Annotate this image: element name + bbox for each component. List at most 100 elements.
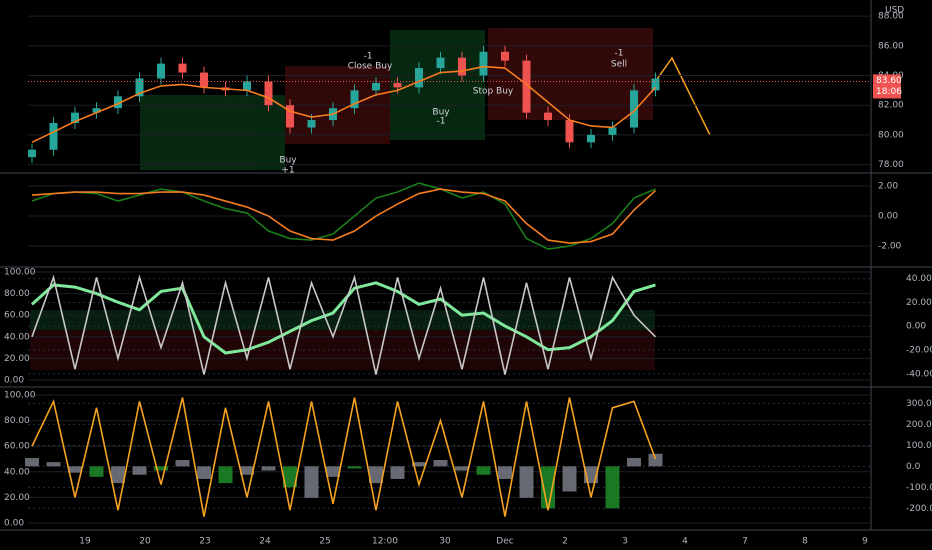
y2-tick-label: -100.0 xyxy=(906,483,932,493)
candle-body xyxy=(544,112,552,121)
candle-body xyxy=(71,112,79,124)
y2-tick-label: -200.0 xyxy=(906,504,932,514)
x-tick-label: 25 xyxy=(319,537,330,547)
annotation: Buy xyxy=(279,156,297,166)
cloud xyxy=(488,28,653,120)
candle-body xyxy=(458,57,466,76)
x-tick-label: 2 xyxy=(562,537,568,547)
x-tick-label: 3 xyxy=(622,537,628,547)
x-tick-label: 24 xyxy=(259,537,271,547)
candle-body xyxy=(49,123,58,150)
series-line xyxy=(31,274,657,375)
annotation: -1 xyxy=(364,52,373,62)
histogram-bar xyxy=(25,457,39,467)
series-line xyxy=(31,65,657,144)
x-tick-label: 19 xyxy=(79,537,91,547)
histogram-bar xyxy=(519,466,534,498)
y-tick-label: 80.00 xyxy=(878,130,904,140)
histogram-bar xyxy=(455,466,469,471)
histogram-bar xyxy=(369,466,383,484)
candle-body xyxy=(157,63,165,79)
annotation: Buy xyxy=(432,108,450,118)
y-tick-label: 60.00 xyxy=(4,311,30,321)
cloud xyxy=(140,95,285,170)
x-tick-label: 9 xyxy=(862,537,868,547)
candle-body xyxy=(630,90,638,128)
y-tick-label: 86.00 xyxy=(878,41,904,51)
y2-tick-label: 20.00 xyxy=(906,298,932,308)
x-tick-label: 30 xyxy=(439,537,451,547)
y2-tick-label: 0.00 xyxy=(906,322,926,332)
histogram-bar xyxy=(89,466,104,477)
candle-body xyxy=(264,81,273,106)
y-tick-label: 0.00 xyxy=(878,212,898,222)
candle-body xyxy=(350,90,359,109)
y-tick-label: 82.00 xyxy=(878,101,904,111)
price-tag-label: 83.60 xyxy=(876,76,902,86)
candle-body xyxy=(114,96,122,109)
candle-body xyxy=(565,120,574,143)
currency: USD xyxy=(885,6,904,16)
candle-body xyxy=(522,60,531,113)
x-tick-label: 4 xyxy=(682,537,688,547)
y-tick-label: 100.00 xyxy=(4,268,36,278)
histogram-bar xyxy=(390,466,405,479)
histogram-bar xyxy=(218,466,233,484)
annotation: Close Buy xyxy=(348,62,393,72)
candle-body xyxy=(393,82,402,88)
candle-body xyxy=(178,63,187,73)
histogram-bar xyxy=(476,466,491,475)
x-tick-label: 20 xyxy=(139,537,151,547)
annotation: Sell xyxy=(611,60,627,70)
y-tick-label: 78.00 xyxy=(878,160,904,170)
y-tick-label: 100.00 xyxy=(4,391,36,401)
candle-body xyxy=(587,134,595,143)
series-line xyxy=(31,188,657,244)
series-line xyxy=(31,397,657,517)
histogram-bar xyxy=(175,460,190,467)
y-tick-label: -2.00 xyxy=(878,242,902,252)
y2-tick-label: 100.0 xyxy=(906,441,932,451)
histogram-bar xyxy=(111,466,125,484)
candle-body xyxy=(608,127,617,135)
y-tick-label: 80.00 xyxy=(4,416,30,426)
candle-body xyxy=(651,78,660,91)
x-tick-label: 7 xyxy=(742,537,748,547)
annotation: -1 xyxy=(615,49,624,59)
series-line xyxy=(31,182,656,250)
histogram-bar xyxy=(283,466,297,488)
histogram-bar xyxy=(347,466,362,469)
histogram-bar xyxy=(261,466,276,471)
candle-body xyxy=(479,51,488,76)
y-tick-label: 88.00 xyxy=(878,12,904,22)
histogram-bar xyxy=(240,466,254,475)
histogram-bar xyxy=(68,466,82,473)
candle-body xyxy=(135,78,144,97)
histogram-bar xyxy=(46,462,61,467)
y-tick-label: 40.00 xyxy=(4,332,30,342)
annotation: -1 xyxy=(437,117,446,127)
y2-tick-label: 200.0 xyxy=(906,420,932,430)
histogram-bar xyxy=(498,466,512,479)
y-tick-label: 20.00 xyxy=(4,354,30,364)
histogram-bar xyxy=(412,462,426,467)
x-tick-label: 23 xyxy=(199,537,210,547)
histogram-bar xyxy=(154,466,168,471)
histogram-bar xyxy=(304,466,319,498)
y2-tick-label: -20.00 xyxy=(906,346,932,356)
x-tick-label: Dec xyxy=(496,537,513,547)
histogram-bar xyxy=(433,460,448,467)
y-tick-label: 60.00 xyxy=(4,442,30,452)
y-tick-label: 20.00 xyxy=(4,493,30,503)
y-tick-label: 0.00 xyxy=(4,519,24,529)
projection-arrow xyxy=(654,56,711,136)
candle-body xyxy=(92,108,101,113)
x-tick-label: 12:00 xyxy=(372,537,398,547)
candle-body xyxy=(501,51,509,61)
histogram-bar xyxy=(197,466,211,479)
cloud xyxy=(390,30,485,140)
y-tick-label: 80.00 xyxy=(4,289,30,299)
histogram-bar xyxy=(627,457,641,467)
countdown: 18:06 xyxy=(876,87,902,97)
